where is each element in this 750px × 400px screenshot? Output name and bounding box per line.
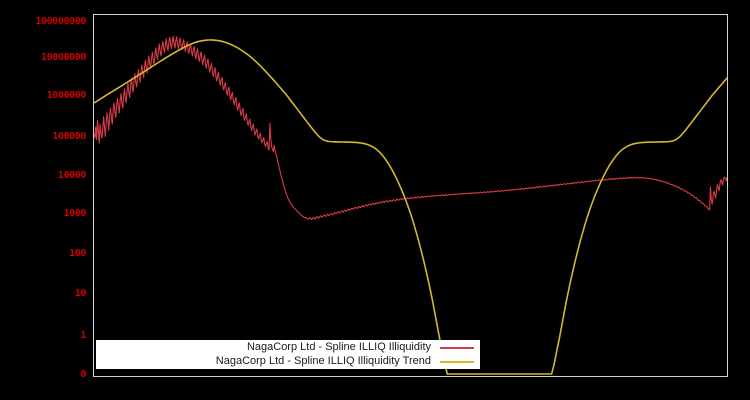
y-axis-tick-label: 1000000: [46, 90, 87, 101]
legend-line-swatch-icon: [440, 346, 474, 349]
y-axis-tick-label: 100000000: [35, 16, 86, 27]
y-axis-tick-labels: 100000000 10000000 1000000 100000 10000 1000 1…: [0, 0, 93, 400]
illiq-series-line: [94, 35, 727, 221]
legend-label-trend: NagaCorp Ltd - Spline ILLIQ Illiquidity …: [215, 355, 431, 367]
y-axis-tick-label: 0: [80, 369, 86, 380]
y-axis-tick-label: 10000: [57, 170, 87, 181]
y-axis-tick-label: 10: [74, 288, 87, 299]
y-axis-tick-label: 100: [69, 248, 86, 259]
plot-area: [93, 14, 728, 377]
legend-line-swatch-icon: [440, 360, 474, 363]
y-axis-tick-label: 100000: [52, 131, 86, 142]
legend-label-series: NagaCorp Ltd - Spline ILLIQ Illiquidity: [246, 341, 431, 353]
illiq-trend-line: [94, 39, 727, 375]
y-axis-tick-label: 10000000: [41, 52, 86, 63]
y-axis-tick-label: 1000: [63, 208, 87, 219]
legend-entry-trend[interactable]: NagaCorp Ltd - Spline ILLIQ Illiquidity …: [96, 355, 480, 369]
chart-legend[interactable]: NagaCorp Ltd - Spline ILLIQ Illiquidity …: [96, 340, 480, 369]
plot-svg: [94, 35, 727, 375]
y-axis-tick-label: 1: [80, 330, 86, 341]
legend-entry-series[interactable]: NagaCorp Ltd - Spline ILLIQ Illiquidity: [96, 341, 480, 355]
